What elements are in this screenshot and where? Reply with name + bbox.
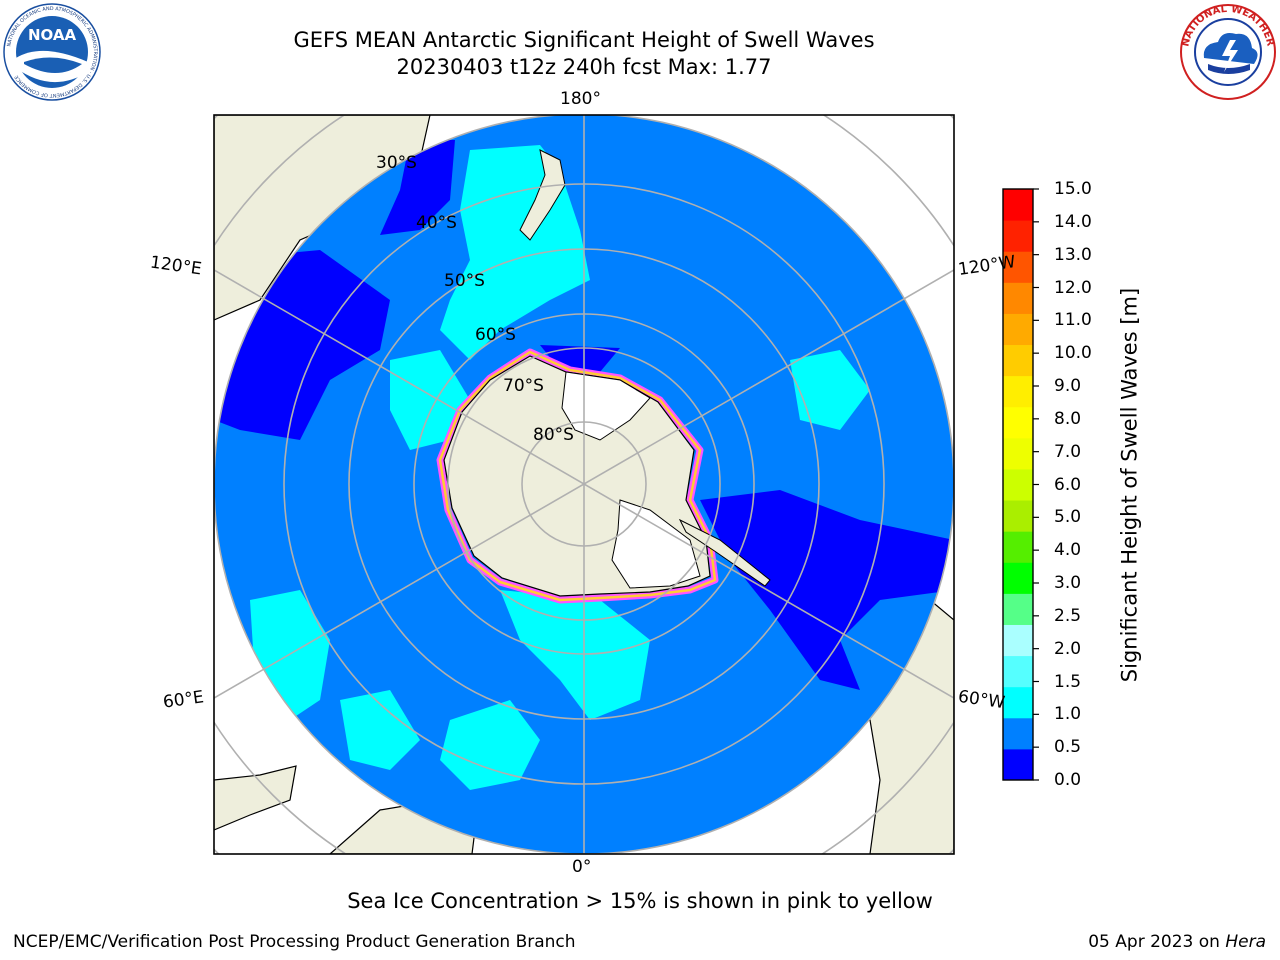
- colorbar-tick-label: 2.0: [1054, 638, 1082, 659]
- noaa-logo: NOAA NATIONAL OCEANIC AND ATMOSPHERIC AD…: [2, 2, 102, 102]
- lon-label-top: 180°: [560, 89, 601, 109]
- lat-label-80s: 80°S: [533, 425, 574, 445]
- mid-swell-patch-sw: [340, 690, 420, 770]
- colorbar-tick-label: 5.0: [1054, 507, 1082, 528]
- colorbar-swatch: [1003, 189, 1033, 221]
- colorbar-tick-label: 13.0: [1054, 244, 1092, 265]
- colorbar-swatch: [1003, 655, 1033, 688]
- colorbar-swatch: [1003, 282, 1033, 314]
- colorbar-title: Significant Height of Swell Waves [m]: [1117, 287, 1142, 683]
- sea-ice-edge-yellow: [438, 350, 717, 602]
- colorbar-swatch: [1003, 344, 1033, 377]
- colorbar-tick-label: 8.0: [1054, 408, 1082, 429]
- lon-label-bottom: 0°: [572, 857, 592, 877]
- sea-ice-note: Sea Ice Concentration > 15% is shown in …: [347, 889, 933, 913]
- colorbar-tick-label: 9.0: [1054, 376, 1082, 396]
- colorbar-swatch: [1003, 593, 1033, 625]
- mid-swell-patch-south: [440, 700, 540, 790]
- colorbar-swatch: [1003, 313, 1033, 346]
- colorbar-tick-label: 3.0: [1054, 573, 1082, 593]
- colorbar-tick-label: 7.0: [1054, 441, 1082, 462]
- colorbar-tick-label: 1.0: [1054, 704, 1082, 725]
- map-title: GEFS MEAN Antarctic Significant Height o…: [293, 28, 875, 52]
- weddell-ice-shelf: [611, 499, 701, 589]
- mid-swell-patch-weddell: [500, 590, 650, 720]
- colorbar-swatch: [1003, 562, 1033, 594]
- lat-label-50s: 50°S: [444, 271, 485, 291]
- colorbar-tick-label: 1.5: [1054, 671, 1082, 692]
- antarctic-peninsula: [678, 518, 771, 587]
- nws-logo: NATIONAL WEATHER SERVICE: [1174, 0, 1278, 102]
- colorbar-tick-label: 6.0: [1054, 474, 1082, 495]
- colorbar-swatch: [1003, 686, 1033, 719]
- lat-label-70s: 70°S: [503, 376, 544, 396]
- footer-date: 05 Apr 2023 on Hera: [1088, 932, 1266, 952]
- colorbar-swatch: [1003, 406, 1033, 439]
- map-frame: [213, 114, 955, 855]
- colorbar-swatch: [1003, 220, 1033, 252]
- map-subtitle: 20230403 t12z 240h fcst Max: 1.77: [396, 55, 772, 79]
- mid-swell-patch-pacific: [790, 350, 870, 430]
- low-swell-patch-sa: [700, 490, 954, 690]
- colorbar-tick-label: 0.0: [1054, 770, 1082, 790]
- colorbar-tick-label: 14.0: [1054, 211, 1092, 232]
- colorbar-swatch: [1003, 437, 1033, 470]
- colorbar-swatch: [1003, 500, 1033, 532]
- colorbar-swatch: [1003, 748, 1033, 781]
- colorbar-tick-label: 10.0: [1054, 343, 1092, 364]
- graticule: [214, 115, 954, 854]
- colorbar-tick-label: 11.0: [1054, 310, 1092, 331]
- colorbar-swatch: [1003, 717, 1033, 750]
- colorbar-swatch: [1003, 531, 1033, 563]
- lat-label-60s: 60°S: [475, 325, 516, 345]
- colorbar-swatch: [1003, 624, 1033, 657]
- colorbar: [1002, 188, 1039, 781]
- colorbar-tick-label: 0.5: [1054, 737, 1082, 758]
- footer-machine: Hera: [1225, 932, 1266, 952]
- svg-text:NOAA: NOAA: [28, 26, 77, 44]
- lat-label-30s: 30°S: [376, 153, 417, 173]
- colorbar-tick-label: 2.5: [1054, 605, 1082, 626]
- mid-swell-patch-west: [390, 350, 470, 450]
- colorbar-tick-label: 12.0: [1054, 277, 1092, 298]
- lat-label-40s: 40°S: [416, 213, 457, 233]
- colorbar-tick-label: 4.0: [1054, 540, 1082, 561]
- new-zealand: [519, 149, 566, 241]
- footer-producer: NCEP/EMC/Verification Post Processing Pr…: [13, 932, 576, 952]
- low-swell-patch-ne: [380, 140, 455, 235]
- colorbar-swatch: [1003, 251, 1033, 283]
- colorbar-tick-label: 15.0: [1054, 179, 1092, 199]
- colorbar-swatch: [1003, 375, 1033, 408]
- colorbar-swatch: [1003, 468, 1033, 501]
